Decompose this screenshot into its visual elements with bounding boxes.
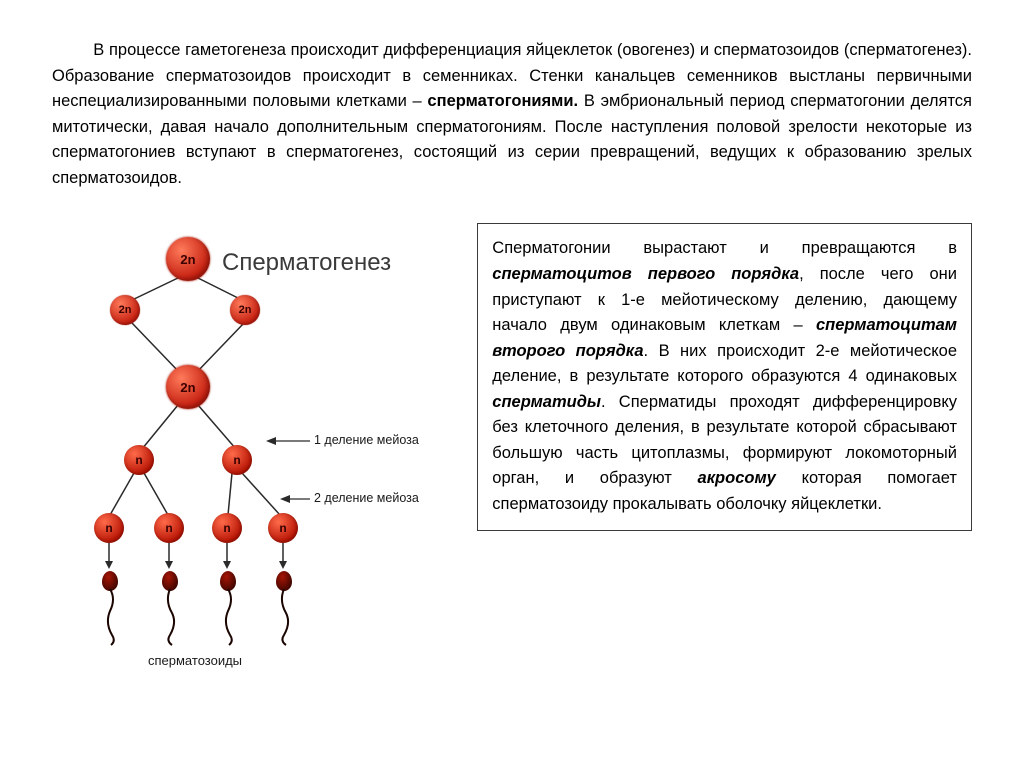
sperm-1	[101, 571, 119, 651]
lower-section: Сперматогенез	[52, 223, 972, 530]
sperm-label: сперматозоиды	[148, 653, 242, 668]
sperm-3	[219, 571, 237, 651]
sperm-4	[275, 571, 293, 651]
spermatogenesis-diagram: Сперматогенез	[52, 223, 467, 530]
detail-box: Сперматогонии вырастают и превращаются в…	[477, 223, 972, 530]
meiosis1-label: 1 деление мейоза	[314, 433, 419, 447]
sperm-2	[161, 571, 179, 651]
meiosis2-label: 2 деление мейоза	[314, 491, 419, 505]
intro-paragraph: В процессе гаметогенеза происходит диффе…	[52, 38, 972, 191]
